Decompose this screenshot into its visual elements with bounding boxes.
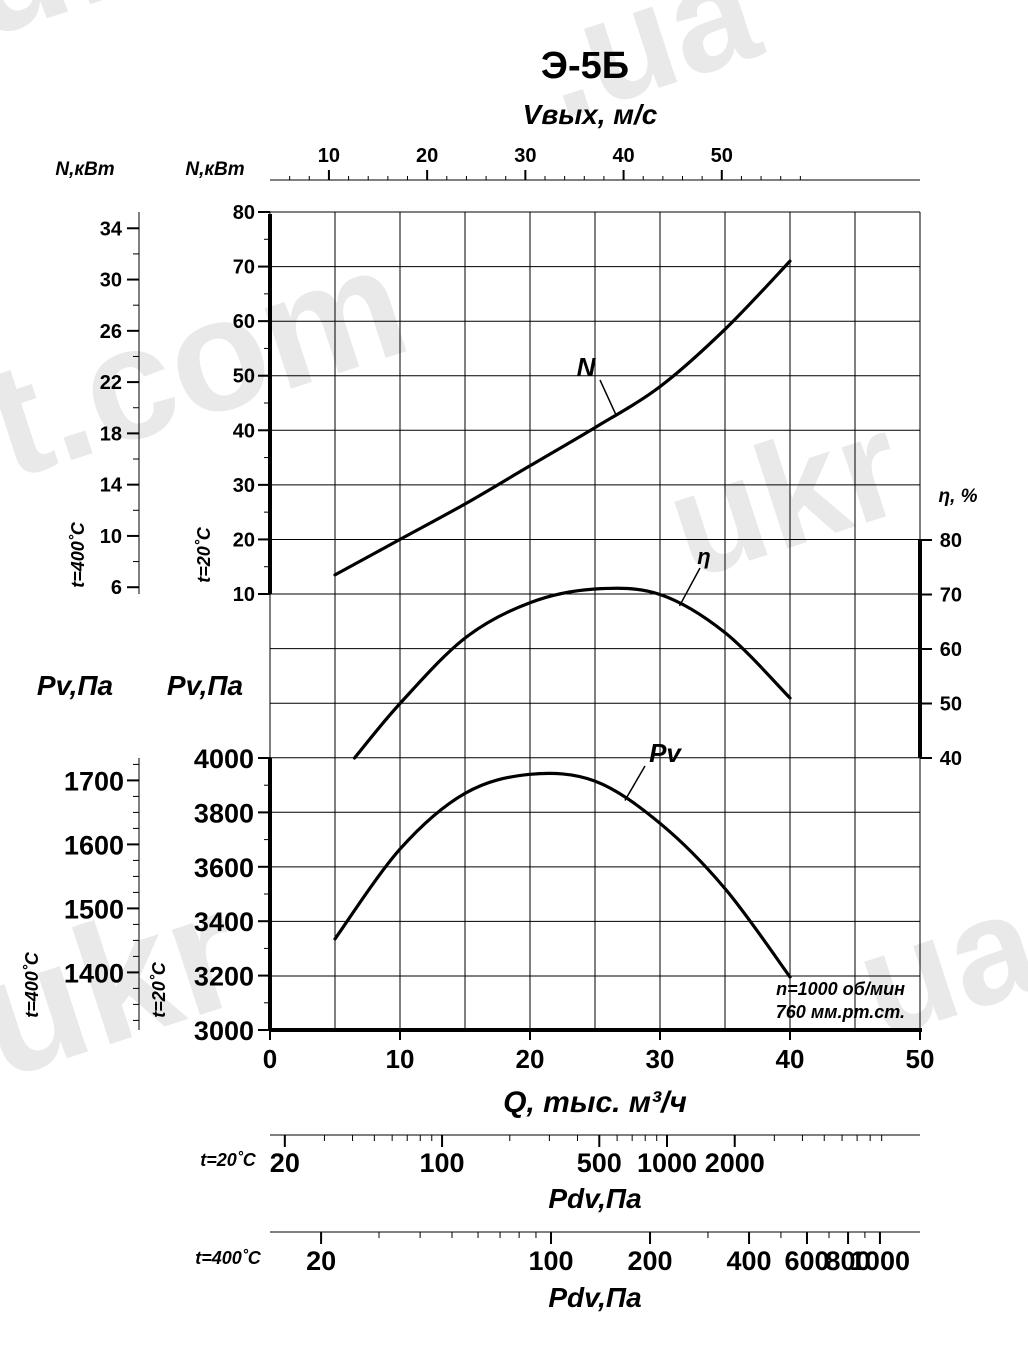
power-axis-header: N,кВт — [185, 159, 244, 180]
x-tick-label: 40 — [776, 1044, 805, 1074]
power400-tick-label: 22 — [100, 372, 122, 394]
x-tick-label: 10 — [386, 1044, 415, 1074]
eff-tick-label: 70 — [940, 585, 962, 607]
dyn400-axis-tick-label: 800 — [826, 1246, 871, 1276]
dyn20-axis-tick-label: 1000 — [637, 1148, 697, 1178]
chart-title: Э-5Б — [541, 45, 629, 87]
dyn20-axis-label: Pdv,Па — [548, 1183, 641, 1214]
top-tick-label: 10 — [318, 145, 340, 167]
power-tick-label: 20 — [233, 529, 255, 551]
dyn400-axis-tick-label: 20 — [306, 1246, 336, 1276]
dyn400-axis-tick-label: 200 — [627, 1246, 672, 1276]
x-tick-label: 50 — [906, 1044, 935, 1074]
eff-tick-label: 40 — [940, 748, 962, 770]
watermark-text: ukr — [648, 379, 922, 611]
dyn400-axis-tick-label: 600 — [784, 1246, 829, 1276]
watermark-text: ua — [838, 856, 1028, 1070]
eff-axis-header: η, % — [938, 486, 977, 507]
power-tick-label: 70 — [233, 257, 255, 279]
pressure400-tick-label: 1700 — [64, 766, 124, 796]
series-pv-curve — [333, 771, 792, 979]
dyn20-axis-tick-label: 2000 — [705, 1148, 765, 1178]
power-tick-label: 60 — [233, 311, 255, 333]
power-tick-label: 10 — [233, 584, 255, 606]
speed-annotation: n=1000 об/мин — [776, 979, 905, 999]
top-tick-label: 40 — [612, 145, 634, 167]
power-tick-label: 40 — [233, 420, 255, 442]
dyn20-axis-tick-label: 20 — [270, 1148, 300, 1178]
dyn400-axis-tick-label: 400 — [727, 1246, 772, 1276]
pressure-annotation: 760 мм.рт.ст. — [776, 1002, 905, 1022]
series-label-leader — [624, 765, 646, 801]
series-label: N — [577, 352, 597, 382]
power400-axis-temp: t=400˚C — [68, 521, 88, 588]
x-axis-label: Q, тыс. м³/ч — [503, 1086, 687, 1119]
axis-labels: Э-5Б 0 10 20 30 40 50 Q, тыс. м³/ч 10 20 30 40 50 Vвы… — [22, 45, 978, 1313]
series-label: η — [697, 544, 710, 569]
pressure400-tick-label: 1400 — [64, 958, 124, 988]
axes — [127, 170, 932, 1244]
power400-tick-label: 14 — [100, 475, 123, 497]
power-tick-label: 30 — [233, 475, 255, 497]
series-eta-curve — [352, 586, 792, 760]
pressure400-axis-temp: t=400˚C — [22, 951, 42, 1018]
power-tick-label: 80 — [233, 202, 255, 224]
power-tick-label: 50 — [233, 366, 255, 388]
pressure-tick-label: 4000 — [194, 744, 254, 774]
pressure-tick-label: 3000 — [194, 1016, 254, 1046]
top-axis-label: Vвых, м/с — [523, 99, 658, 130]
eff-tick-label: 60 — [940, 639, 962, 661]
pressure-tick-label: 3600 — [194, 853, 254, 883]
pressure400-tick-label: 1500 — [64, 894, 124, 924]
dyn400-axis-temp: t=400˚C — [195, 1248, 262, 1268]
power400-tick-label: 6 — [111, 577, 122, 599]
power400-axis-header: N,кВт — [55, 159, 114, 180]
series-label-leader — [678, 567, 701, 607]
power400-tick-label: 26 — [100, 321, 122, 343]
power400-tick-label: 34 — [100, 218, 123, 240]
dyn400-axis-tick-label: 100 — [528, 1246, 573, 1276]
top-tick-label: 30 — [514, 145, 536, 167]
pressure400-axis-header: Pv,Па — [37, 670, 113, 701]
dyn400-axis-tick-label: 1000 — [850, 1246, 910, 1276]
eff-tick-label: 80 — [940, 530, 962, 552]
dyn20-axis-tick-label: 500 — [577, 1148, 622, 1178]
dyn400-axis-label: Pdv,Па — [548, 1282, 641, 1313]
power-axis-temp: t=20˚C — [194, 526, 214, 583]
pressure-tick-label: 3400 — [194, 907, 254, 937]
x-tick-label: 30 — [646, 1044, 675, 1074]
pressure-axis-temp: t=20˚C — [149, 961, 169, 1018]
top-tick-label: 20 — [416, 145, 438, 167]
power400-tick-label: 30 — [100, 270, 122, 292]
power400-tick-label: 18 — [100, 423, 122, 445]
series-curves: Nη Pv — [333, 259, 792, 979]
watermark-text: ukr — [0, 0, 243, 75]
pressure-axis-header: Pv,Па — [167, 670, 243, 701]
series-n-curve — [333, 259, 792, 577]
x-tick-label: 20 — [516, 1044, 545, 1074]
x-tick-label: 0 — [263, 1044, 277, 1074]
watermark-text: t.com — [0, 210, 426, 512]
pressure-tick-label: 3200 — [194, 962, 254, 992]
dyn20-axis-temp: t=20˚C — [200, 1150, 257, 1170]
series-label: Pv — [649, 738, 682, 768]
series-label-leader — [599, 379, 617, 415]
eff-tick-label: 50 — [940, 694, 962, 716]
power400-tick-label: 10 — [100, 526, 122, 548]
pressure-tick-label: 3800 — [194, 798, 254, 828]
pressure400-tick-label: 1600 — [64, 830, 124, 860]
top-tick-label: 50 — [711, 145, 733, 167]
dyn20-axis-tick-label: 100 — [420, 1148, 465, 1178]
